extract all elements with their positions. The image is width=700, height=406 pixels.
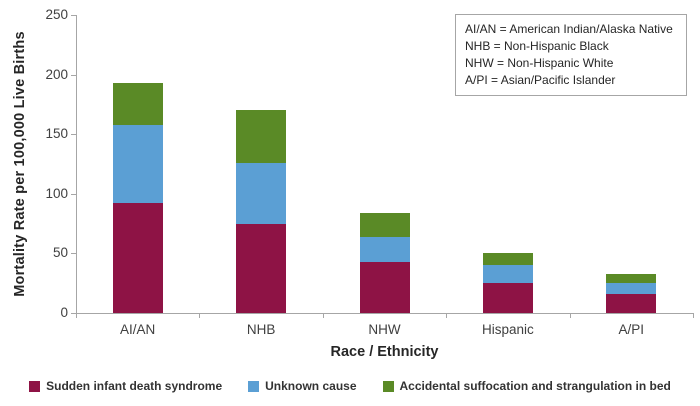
x-category-label: A/PI	[618, 322, 645, 337]
y-tick-mark	[71, 74, 76, 76]
bar-segment	[112, 203, 163, 313]
legend-swatch	[382, 380, 394, 392]
bar-segment	[359, 261, 410, 313]
abbreviation-key-box: AI/AN = American Indian/Alaska Native NHB…	[455, 14, 687, 96]
y-tick-label: 100	[45, 185, 68, 201]
y-tick-label: 50	[52, 245, 68, 261]
x-tick-mark	[693, 313, 694, 318]
bar-segment	[359, 212, 410, 237]
legend-label: Unknown cause	[265, 379, 357, 393]
y-tick-label: 200	[45, 66, 68, 82]
x-axis-line	[76, 313, 694, 314]
x-category-label: AI/AN	[120, 322, 156, 337]
annotation-line: NHW = Non-Hispanic White	[465, 56, 614, 70]
bar-segment	[236, 110, 287, 163]
x-tick-mark	[446, 313, 448, 318]
legend-item: Sudden infant death syndrome	[29, 379, 222, 393]
bar-segment	[359, 236, 410, 262]
y-tick-mark	[71, 134, 76, 136]
legend-swatch	[248, 380, 260, 392]
y-tick-mark	[71, 313, 76, 314]
y-tick-label: 0	[60, 305, 68, 320]
legend-label: Sudden infant death syndrome	[46, 379, 223, 393]
x-tick-mark	[322, 313, 324, 318]
bar-segment	[236, 223, 287, 313]
y-axis-line	[76, 15, 77, 314]
bar-segment	[606, 293, 657, 313]
bar-segment	[112, 82, 163, 125]
legend-item: Unknown cause	[248, 379, 357, 393]
x-tick-mark	[569, 313, 571, 318]
y-tick-mark	[71, 253, 76, 255]
legend: Sudden infant death syndrome Unknown caus…	[0, 379, 700, 393]
y-tick-label: 250	[45, 7, 68, 22]
y-tick-mark	[71, 193, 76, 195]
x-category-label: NHB	[246, 322, 276, 337]
bar-segment	[112, 124, 163, 204]
x-tick-mark	[199, 313, 201, 318]
x-axis-title: Race / Ethnicity	[330, 344, 439, 360]
bar-segment	[482, 265, 533, 284]
annotation-line: A/PI = Asian/Pacific Islander	[465, 73, 616, 87]
legend-swatch	[29, 380, 41, 392]
y-tick-mark	[71, 15, 76, 16]
bar-segment	[606, 273, 657, 284]
x-category-label: Hispanic	[482, 322, 534, 337]
annotation-line: NHB = Non-Hispanic Black	[465, 39, 609, 53]
y-tick-label: 150	[45, 126, 68, 142]
bar-segment	[482, 253, 533, 266]
bar-segment	[236, 162, 287, 224]
x-category-label: NHW	[368, 322, 401, 337]
legend-label: Accidental suffocation and strangulation…	[399, 379, 671, 393]
annotation-line: AI/AN = American Indian/Alaska Native	[465, 22, 673, 36]
legend-item: Accidental suffocation and strangulation…	[382, 379, 671, 393]
x-tick-mark	[76, 313, 77, 318]
bar-segment	[482, 283, 533, 313]
bar-segment	[606, 283, 657, 294]
y-axis-title: Mortality Rate per 100,000 Live Births	[12, 31, 28, 297]
